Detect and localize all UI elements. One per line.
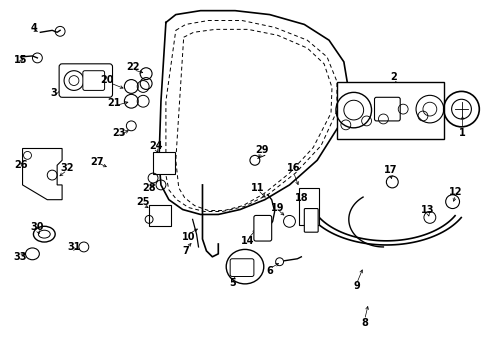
Text: 22: 22 — [126, 62, 140, 72]
FancyBboxPatch shape — [374, 97, 399, 121]
Text: 8: 8 — [361, 318, 367, 328]
Text: 20: 20 — [100, 75, 113, 85]
Bar — [336, 82, 443, 139]
Text: 21: 21 — [106, 98, 120, 108]
Text: 4: 4 — [31, 23, 38, 33]
Text: 24: 24 — [149, 140, 163, 150]
Text: 28: 28 — [142, 183, 156, 193]
Text: 6: 6 — [266, 266, 272, 276]
FancyBboxPatch shape — [59, 64, 112, 97]
Text: 15: 15 — [14, 55, 27, 65]
Text: 29: 29 — [255, 145, 268, 156]
Text: 13: 13 — [420, 204, 434, 215]
Text: 11: 11 — [250, 183, 264, 193]
Text: 27: 27 — [90, 157, 103, 167]
Text: 12: 12 — [448, 187, 461, 197]
FancyBboxPatch shape — [304, 208, 318, 232]
Text: 1: 1 — [458, 128, 465, 138]
Text: 32: 32 — [60, 163, 74, 173]
Text: 25: 25 — [136, 197, 150, 207]
Text: 2: 2 — [389, 72, 396, 82]
Text: 10: 10 — [182, 232, 195, 242]
Text: 7: 7 — [182, 246, 189, 256]
Bar — [299, 188, 319, 225]
Text: 33: 33 — [14, 252, 27, 262]
Text: 30: 30 — [31, 222, 44, 232]
FancyBboxPatch shape — [82, 71, 104, 90]
Text: 17: 17 — [383, 165, 396, 175]
Text: 3: 3 — [51, 88, 58, 98]
Text: 31: 31 — [67, 242, 81, 252]
Text: 26: 26 — [14, 160, 27, 170]
Text: 14: 14 — [241, 236, 254, 246]
Text: 19: 19 — [270, 203, 284, 212]
Text: 18: 18 — [294, 193, 307, 203]
Text: 16: 16 — [286, 163, 300, 173]
FancyBboxPatch shape — [230, 259, 253, 276]
Bar — [149, 204, 170, 226]
FancyBboxPatch shape — [253, 215, 271, 241]
Text: 9: 9 — [353, 281, 359, 291]
Bar — [153, 152, 174, 174]
Text: 5: 5 — [228, 278, 235, 288]
Text: 23: 23 — [112, 128, 126, 138]
